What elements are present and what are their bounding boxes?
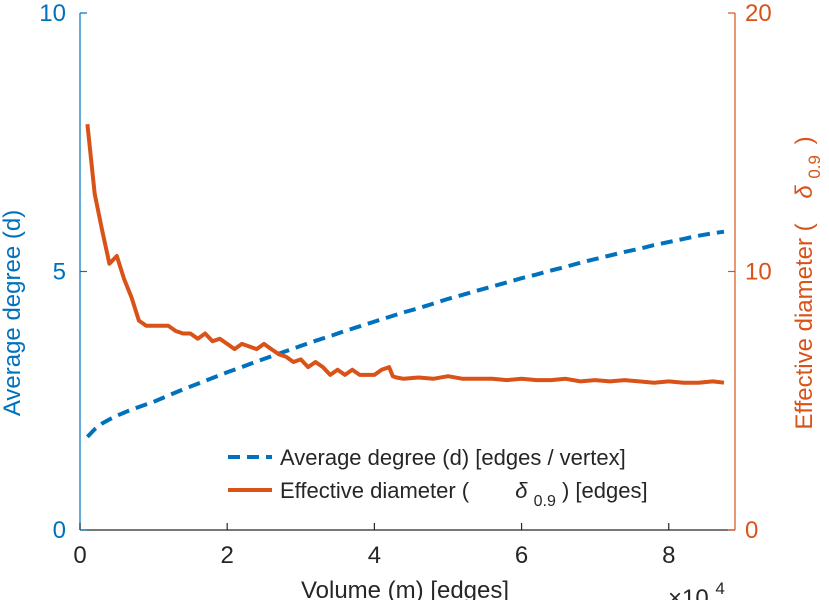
- legend-entry-effective-diameter-subscript: 0.9: [534, 493, 556, 510]
- legend-entry-effective-diameter-suffix: ) [edges]: [562, 478, 648, 503]
- x-tick-label: 0: [73, 542, 86, 569]
- left-tick-label: 5: [53, 259, 66, 286]
- legend-entry-effective-diameter: Effective diameter ( δ 0.9 ) [edges]: [280, 478, 648, 511]
- x-tick-label: 8: [662, 542, 675, 569]
- ticks-layer: 0 2 4 6 8 0 5 10 0 10 20: [39, 0, 771, 569]
- right-tick-label: 10: [745, 259, 772, 286]
- x-axis-exponent-base: ×10: [668, 585, 709, 600]
- left-tick-label: 10: [39, 0, 66, 27]
- legend-entry-average-degree: Average degree (d) [edges / vertex]: [280, 445, 626, 470]
- legend-entry-effective-diameter-prefix: Effective diameter (: [280, 478, 470, 503]
- legend: Average degree (d) [edges / vertex] Effe…: [228, 445, 648, 511]
- x-tick-label: 2: [221, 542, 234, 569]
- legend-entry-effective-diameter-symbol: δ: [515, 478, 528, 503]
- x-tick-label: 4: [368, 542, 381, 569]
- right-axis-label-prefix: Effective diameter (: [791, 223, 818, 429]
- right-axis-label-subscript: 0.9: [805, 155, 824, 179]
- series-line-average-degree: [85, 229, 725, 439]
- right-axis-label: Effective diameter ( δ 0.9 ): [791, 136, 826, 429]
- right-tick-label: 0: [745, 517, 758, 544]
- series-layer: [85, 123, 725, 439]
- right-axis-label-symbol: δ: [791, 185, 818, 199]
- left-axis-label: Average degree (d): [0, 210, 26, 416]
- left-tick-label: 0: [53, 517, 66, 544]
- x-axis-exponent: ×10 4: [668, 579, 725, 600]
- right-axis-label-suffix: ): [791, 136, 818, 144]
- x-axis-label: Volume (m) [edges]: [301, 577, 509, 600]
- series-line-effective-diameter: [85, 123, 725, 385]
- right-tick-label: 20: [745, 0, 772, 27]
- x-tick-label: 6: [515, 542, 528, 569]
- x-axis-exponent-power: 4: [715, 579, 724, 598]
